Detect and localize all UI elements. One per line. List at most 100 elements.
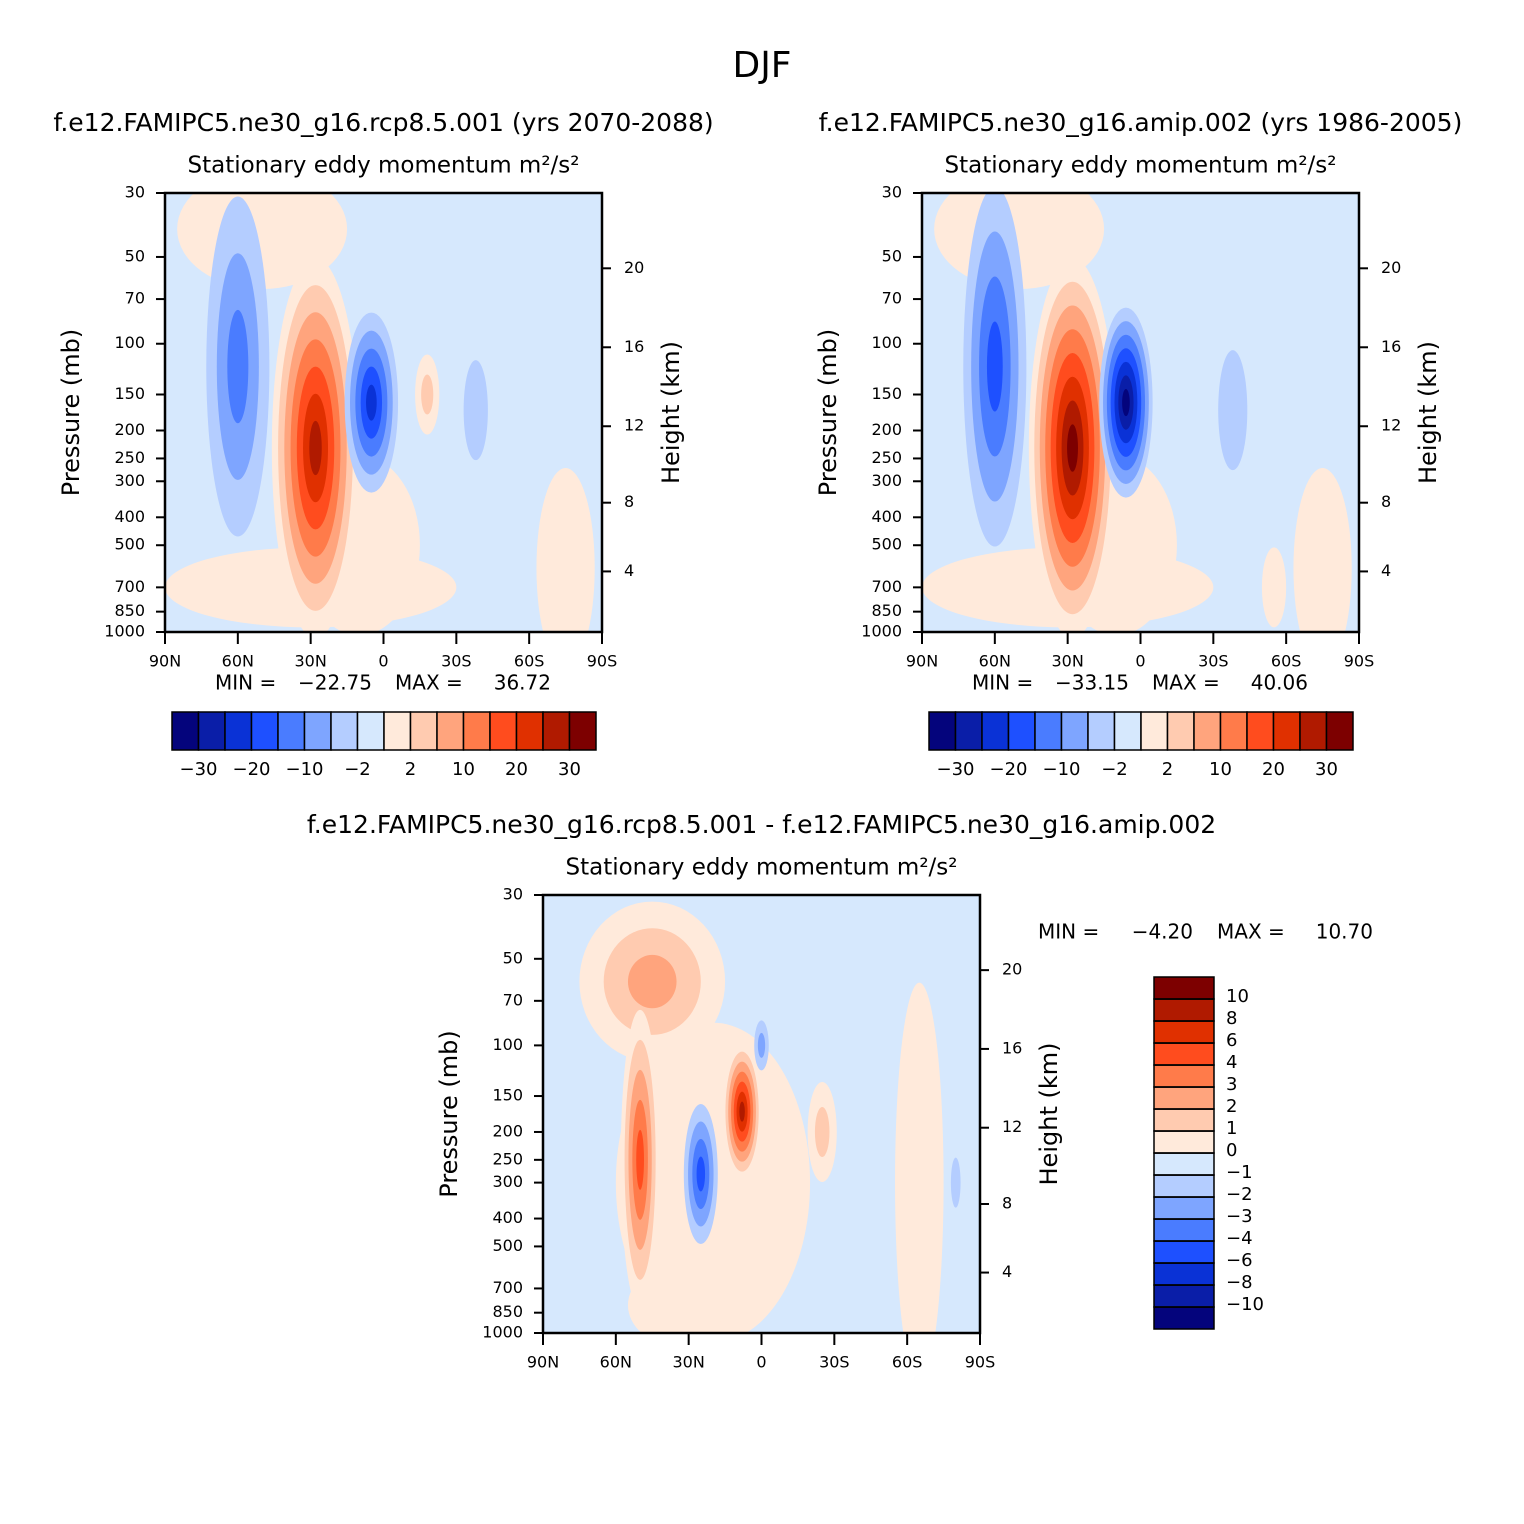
y-tick-label: 30 xyxy=(503,885,523,904)
y-tick-label: 300 xyxy=(492,1172,523,1191)
colorbar-box xyxy=(542,711,571,751)
x-tick-label: 0 xyxy=(378,652,388,671)
max-value: 36.72 xyxy=(494,671,551,695)
colorbar-label: −8 xyxy=(1226,1272,1253,1293)
colorbar-label: 30 xyxy=(558,759,581,780)
y-tick-label: 250 xyxy=(114,448,145,467)
colorbar-label: −2 xyxy=(344,759,371,780)
colorbar-box xyxy=(1140,711,1169,751)
colorbar-label: 10 xyxy=(1209,759,1232,780)
y-tick-label: 400 xyxy=(871,507,902,526)
panel-title: f.e12.FAMIPC5.ne30_g16.rcp8.5.001 - f.e1… xyxy=(307,810,1216,839)
y-tick-label: 700 xyxy=(871,577,902,596)
y-tick-label: 30 xyxy=(125,183,145,202)
y-tick-label: 500 xyxy=(871,535,902,554)
y-tick-label: 150 xyxy=(114,384,145,403)
y-axis-label: Pressure (mb) xyxy=(435,1030,463,1197)
y-tick-label: 50 xyxy=(503,948,523,967)
x-tick-label: 90N xyxy=(149,652,181,671)
colorbar-box xyxy=(197,711,226,751)
y-tick-label: 850 xyxy=(114,601,145,620)
colorbar-box xyxy=(1153,1020,1215,1044)
min-value: −4.20 xyxy=(1132,920,1193,944)
y-tick-label: 1000 xyxy=(482,1323,523,1342)
colorbar-label: 6 xyxy=(1226,1030,1237,1051)
y-tick-label: 150 xyxy=(492,1086,523,1105)
colorbar-box xyxy=(1153,1108,1215,1132)
colorbar-box xyxy=(489,711,518,751)
y-tick-label: 150 xyxy=(871,384,902,403)
y2-tick-label: 8 xyxy=(624,492,634,511)
y-tick-label: 200 xyxy=(492,1121,523,1140)
x-tick-label: 0 xyxy=(756,1353,766,1372)
colorbar-box xyxy=(1153,1174,1215,1198)
y2-tick-label: 12 xyxy=(624,416,644,435)
min-label: MIN = xyxy=(215,671,276,695)
max-value: 10.70 xyxy=(1316,920,1373,944)
contour-fill xyxy=(696,1156,706,1192)
colorbar-box xyxy=(928,711,957,751)
y-tick-label: 500 xyxy=(114,535,145,554)
contour-fill xyxy=(1122,389,1130,417)
y-tick-label: 200 xyxy=(114,420,145,439)
colorbar-box xyxy=(224,711,253,751)
colorbar-box xyxy=(1325,711,1354,751)
colorbar-label: 2 xyxy=(1162,759,1173,780)
y-tick-label: 400 xyxy=(114,507,145,526)
x-tick-label: 90N xyxy=(906,652,938,671)
y2-tick-label: 12 xyxy=(1002,1117,1022,1136)
y-tick-label: 70 xyxy=(882,289,902,308)
colorbar-label: −2 xyxy=(1101,759,1128,780)
colorbar-box xyxy=(1007,711,1036,751)
contour-fill xyxy=(421,374,434,415)
colorbar-box xyxy=(1219,711,1248,751)
colorbar-label: −10 xyxy=(286,759,324,780)
colorbar-label: −20 xyxy=(990,759,1028,780)
colorbar-box xyxy=(436,711,465,751)
panel-subtitle: Stationary eddy momentum m²/s² xyxy=(944,153,1336,179)
y2-tick-label: 12 xyxy=(1381,416,1401,435)
x-tick-label: 30N xyxy=(673,1353,705,1372)
colorbar-label: 30 xyxy=(1315,759,1338,780)
colorbar-box xyxy=(1299,711,1328,751)
y-tick-label: 700 xyxy=(114,577,145,596)
contour-fill xyxy=(814,1106,830,1157)
contour-field xyxy=(543,895,980,1333)
colorbar-label: 10 xyxy=(1226,986,1249,1007)
max-label: MAX = xyxy=(1152,671,1220,695)
contour-fill xyxy=(757,1032,766,1058)
x-tick-label: 60N xyxy=(979,652,1011,671)
colorbar-box xyxy=(462,711,491,751)
colorbar-box xyxy=(1153,1262,1215,1286)
contour-field xyxy=(922,193,1359,632)
contour-fill xyxy=(463,360,488,461)
x-tick-label: 90S xyxy=(965,1353,996,1372)
x-tick-label: 60N xyxy=(222,652,254,671)
y-tick-label: 70 xyxy=(503,990,523,1009)
y-tick-label: 700 xyxy=(492,1278,523,1297)
colorbar-label: −20 xyxy=(233,759,271,780)
y-tick-label: 100 xyxy=(114,333,145,352)
colorbar-box xyxy=(277,711,306,751)
colorbar-label: −3 xyxy=(1226,1206,1253,1227)
colorbar-label: 1 xyxy=(1226,1118,1237,1139)
max-label: MAX = xyxy=(1217,920,1285,944)
colorbar-box xyxy=(1113,711,1142,751)
colorbar-box xyxy=(954,711,983,751)
panel-subtitle: Stationary eddy momentum m²/s² xyxy=(187,153,579,179)
y-axis-label: Pressure (mb) xyxy=(814,329,842,496)
y-tick-label: 850 xyxy=(871,601,902,620)
y-tick-label: 100 xyxy=(492,1035,523,1054)
colorbar-label: −30 xyxy=(937,759,975,780)
colorbar-label: 8 xyxy=(1226,1008,1237,1029)
x-tick-label: 30S xyxy=(441,652,472,671)
colorbar-box xyxy=(981,711,1010,751)
colorbar-box xyxy=(303,711,332,751)
y-tick-label: 1000 xyxy=(104,622,145,641)
y-tick-label: 70 xyxy=(125,289,145,308)
colorbar-box xyxy=(1153,1064,1215,1088)
y2-tick-label: 16 xyxy=(1002,1038,1022,1057)
x-tick-label: 30S xyxy=(1198,652,1229,671)
contour-fill xyxy=(627,954,677,1009)
contour-fill xyxy=(895,982,944,1333)
